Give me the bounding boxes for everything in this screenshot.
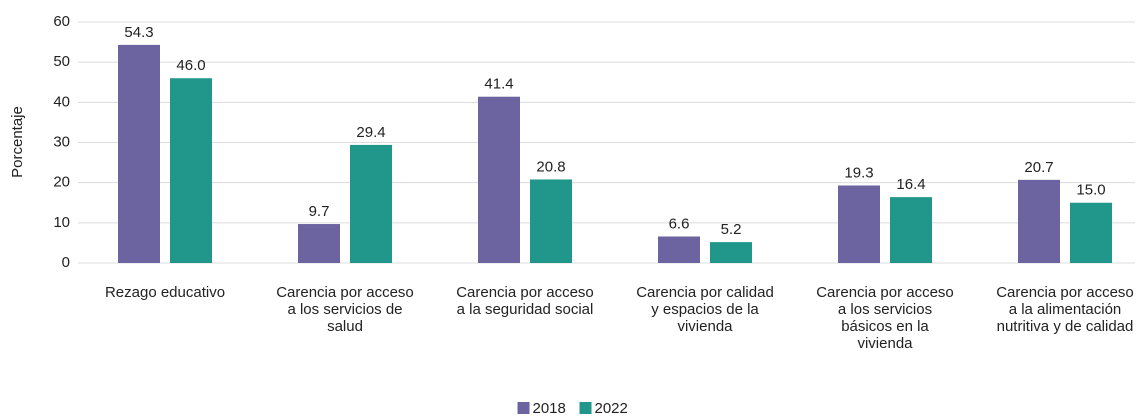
legend-swatch (579, 402, 592, 414)
bar (890, 197, 932, 263)
x-tick-label: Carencia por calidad y espacios de la vi… (636, 284, 774, 335)
data-label: 20.7 (1024, 159, 1053, 176)
data-label: 20.8 (536, 158, 565, 175)
bar (1018, 179, 1060, 263)
data-label: 9.7 (309, 203, 330, 220)
y-tick-label: 50 (53, 53, 70, 70)
y-tick-label: 30 (53, 133, 70, 150)
y-tick-label: 10 (53, 214, 70, 231)
x-tick-label: Carencia por acceso a la seguridad socia… (456, 284, 594, 318)
bar (298, 224, 340, 263)
bar (710, 242, 752, 263)
bar (350, 144, 392, 263)
y-tick-label: 40 (53, 93, 70, 110)
x-tick-label: Carencia por acceso a los servicios de s… (276, 284, 414, 335)
bar (1070, 202, 1112, 263)
data-label: 6.6 (669, 215, 690, 232)
y-axis-label: Porcentaje (9, 106, 26, 178)
bar (838, 185, 880, 263)
x-tick-label: Rezago educativo (104, 284, 226, 301)
bar (118, 44, 160, 263)
bar (478, 96, 520, 264)
bar (658, 236, 700, 263)
legend-label: 2018 (533, 400, 566, 417)
y-tick-label: 60 (53, 13, 70, 30)
data-label: 15.0 (1076, 182, 1105, 199)
data-label: 19.3 (844, 164, 873, 181)
data-label: 29.4 (356, 124, 385, 141)
y-tick-label: 20 (53, 174, 70, 191)
bar (530, 179, 572, 263)
data-label: 46.0 (176, 57, 205, 74)
data-label: 5.2 (721, 221, 742, 238)
data-label: 54.3 (124, 24, 153, 41)
legend-swatch (517, 402, 530, 414)
data-label: 41.4 (484, 76, 513, 93)
x-tick-label: Carencia por acceso a la alimentación nu… (996, 284, 1134, 335)
y-tick-label: 0 (62, 254, 70, 271)
bar (170, 78, 212, 263)
legend-label: 2022 (595, 400, 628, 417)
data-label: 16.4 (896, 176, 925, 193)
x-tick-label: Carencia por acceso a los servicios bási… (816, 284, 954, 352)
